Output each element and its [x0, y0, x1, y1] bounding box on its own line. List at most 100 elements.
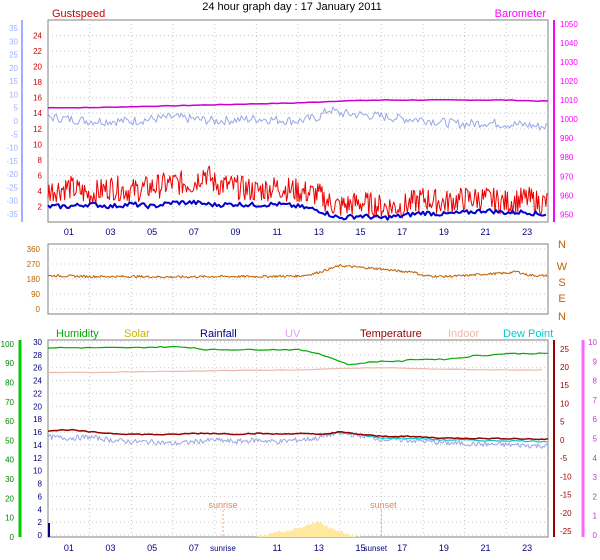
panel1-x-tick-label: 03	[105, 227, 115, 237]
panel3-humidity-tick-label: 30	[5, 475, 14, 484]
panel1-baro-tick-label: 1020	[560, 77, 578, 86]
panel3-rain-tick-label: 4	[38, 505, 43, 514]
panel1-baro-tick-label: 960	[560, 191, 574, 200]
panel1-left-tick-label: -30	[6, 197, 18, 206]
panel2-direction-tick-label: 360	[27, 245, 41, 254]
panel2-direction-tick-label: 0	[36, 305, 41, 314]
panel3-x-tick-label: 23	[522, 543, 532, 553]
panel1-gust-tick-label: 6	[38, 171, 43, 180]
panel1-left-tick-label: -10	[6, 144, 18, 153]
panel1-gust-tick-label: 12	[33, 125, 42, 134]
panel1-left-tick-label: 15	[9, 77, 18, 86]
panel1-x-tick-label: 21	[480, 227, 490, 237]
humidity-series	[47, 345, 548, 366]
panel1-left-tick-label: 30	[9, 37, 18, 46]
panel3-uv-tick-label: 10	[588, 338, 597, 347]
indoor-series	[47, 367, 542, 374]
gustspeed-series	[47, 165, 548, 219]
panel3-temperature-faint-series	[47, 430, 549, 449]
panel1-gust-tick-label: 14	[33, 109, 42, 118]
panel3-uv-tick-label: 8	[593, 377, 598, 386]
panel3-rain-tick-label: 8	[38, 480, 43, 489]
panel2-compass-label: S	[558, 277, 565, 289]
panel1-x-tick-label: 15	[355, 227, 365, 237]
panel3-rain-tick-label: 20	[33, 402, 42, 411]
panel1-left-tick-label: -35	[6, 210, 18, 219]
panel1-gust-tick-label: 24	[33, 32, 42, 41]
panel1-gust-tick-label: 16	[33, 94, 42, 103]
panel3-x-tick-label: 17	[397, 543, 407, 553]
legend-uv: UV	[285, 328, 301, 340]
legend-indoor: Indoor	[448, 328, 480, 340]
panel1-gustspeed-label: Gustspeed	[52, 8, 105, 20]
legend-humidity: Humidity	[56, 328, 99, 340]
panel3-uv-tick-label: 2	[593, 492, 598, 501]
panel3-x-tick-label: 01	[64, 543, 74, 553]
legend-temperature: Temperature	[360, 328, 422, 340]
panel1-gust-tick-label: 2	[38, 202, 43, 211]
panel1-left-tick-label: -15	[6, 157, 18, 166]
panel3-x-tick-label: 11	[272, 543, 281, 553]
panel3-uv-tick-label: 5	[593, 435, 598, 444]
panel1-left-tick-label: 0	[14, 117, 19, 126]
panel3-humidity-tick-label: 60	[5, 417, 14, 426]
panel1-left-tick-label: 20	[9, 64, 18, 73]
panel3-temperature-tick-label: -20	[560, 509, 572, 518]
graph-title: 24 hour graph day : 17 January 2011	[202, 1, 382, 13]
panel3-humidity-tick-label: 80	[5, 378, 14, 387]
panel3-humidity-tick-label: 10	[5, 514, 14, 523]
panel3-uv-tick-label: 3	[593, 473, 598, 482]
panel1-gust-tick-label: 20	[33, 63, 42, 72]
wind-direction-series	[47, 264, 548, 279]
panel1-barometer-label: Barometer	[495, 8, 547, 20]
panel3-temperature-tick-label: 15	[560, 381, 569, 390]
panel3-rain-tick-label: 24	[33, 377, 42, 386]
windspeed-series	[47, 199, 547, 221]
panel1-left-tick-label: -25	[6, 183, 18, 192]
legend-solar: Solar	[124, 328, 150, 340]
panel1-left-tick-label: -20	[6, 170, 18, 179]
temperature-humidity-panel: 0102030405060708090100024681012141618202…	[1, 328, 598, 553]
panel3-humidity-tick-label: 90	[5, 359, 14, 368]
panel3-rain-tick-label: 18	[33, 415, 42, 424]
panel3-humidity-tick-label: 70	[5, 398, 14, 407]
panel3-rain-tick-label: 14	[33, 441, 42, 450]
panel1-gust-tick-label: 8	[38, 156, 43, 165]
panel3-rain-tick-label: 28	[33, 351, 42, 360]
panel1-left-tick-label: -5	[11, 130, 19, 139]
panel1-x-tick-label: 05	[147, 227, 157, 237]
panel1-x-tick-label: 13	[314, 227, 324, 237]
panel1-x-tick-label: 07	[189, 227, 199, 237]
panel3-uv-tick-label: 4	[593, 454, 598, 463]
panel3-temperature-tick-label: 25	[560, 345, 569, 354]
panel3-rain-tick-label: 26	[33, 364, 42, 373]
panel1-baro-tick-label: 1040	[560, 39, 578, 48]
panel1-left-tick-label: 10	[9, 90, 18, 99]
panel2-direction-tick-label: 90	[31, 290, 40, 299]
sunrise-annotation: sunrise	[208, 500, 237, 510]
sunset-annotation: sunset	[370, 500, 397, 510]
panel2-direction-tick-label: 180	[27, 275, 41, 284]
panel3-uv-tick-label: 7	[593, 396, 598, 405]
panel2-compass-label: N	[558, 239, 566, 251]
panel3-uv-tick-label: 9	[593, 357, 598, 366]
panel1-left-tick-label: 35	[9, 24, 18, 33]
sunrise-x-tick-label: sunrise	[210, 544, 236, 553]
panel3-temperature-tick-label: 10	[560, 399, 569, 408]
panel3-uv-tick-label: 6	[593, 415, 598, 424]
barometer-series	[47, 99, 549, 109]
panel3-humidity-tick-label: 0	[10, 533, 15, 542]
panel3-temperature-tick-label: -10	[560, 472, 572, 481]
sunset-x-tick-label: sunset	[364, 544, 388, 553]
panel1-baro-tick-label: 1030	[560, 58, 578, 67]
panel1-gust-tick-label: 22	[33, 47, 42, 56]
panel3-uv-tick-label: 1	[593, 512, 598, 521]
panel1-baro-tick-label: 1010	[560, 96, 578, 105]
panel3-humidity-tick-label: 50	[5, 436, 14, 445]
panel3-humidity-tick-label: 40	[5, 456, 14, 465]
panel1-gust-tick-label: 4	[38, 187, 43, 196]
solar-series	[256, 520, 361, 537]
panel3-x-tick-label: 05	[147, 543, 157, 553]
panel3-x-tick-label: 13	[314, 543, 324, 553]
panel3-rain-tick-label: 12	[33, 454, 42, 463]
